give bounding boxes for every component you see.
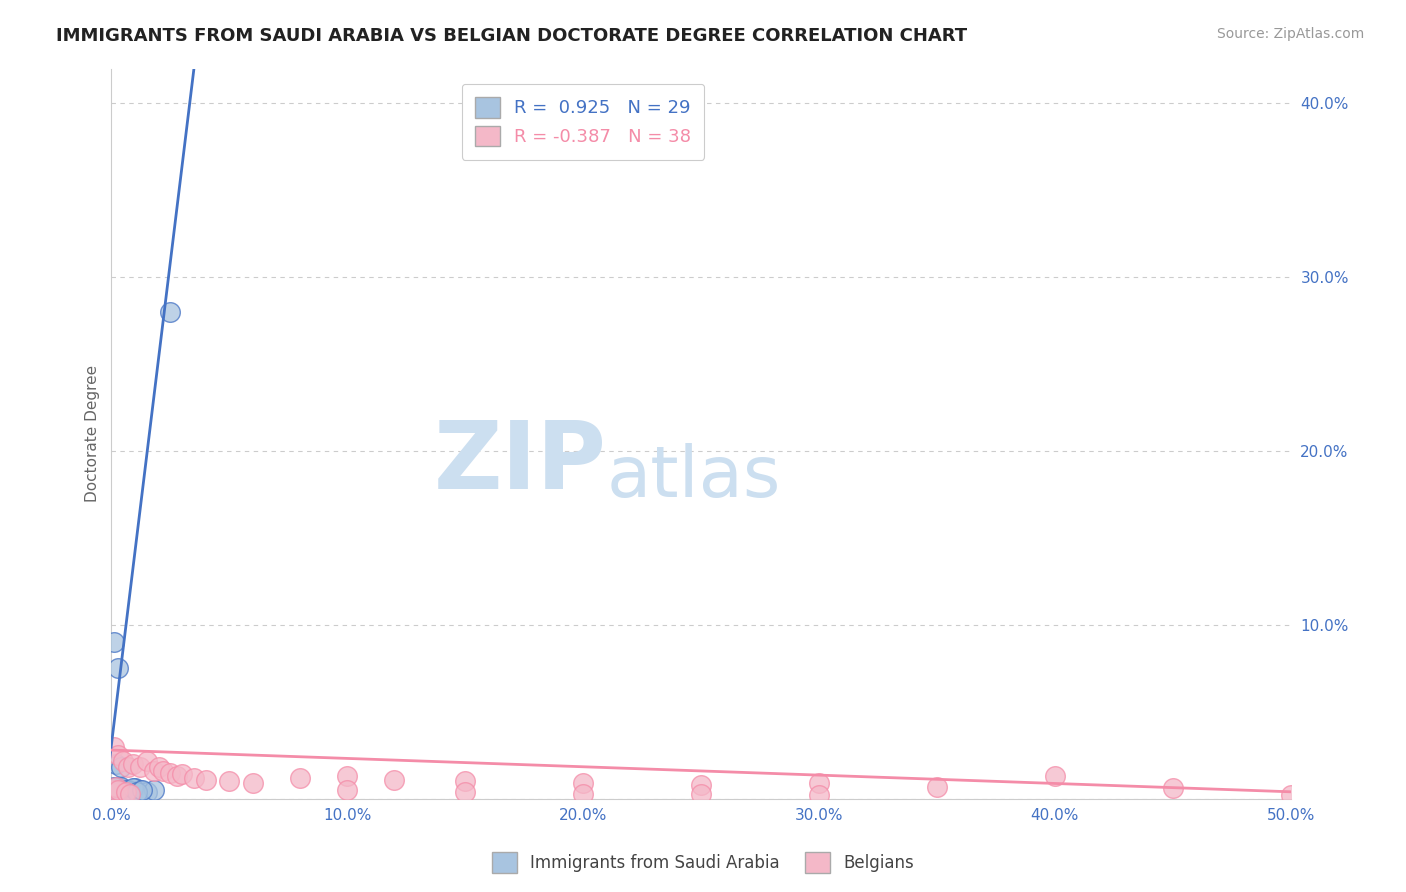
Point bbox=[110, 780, 132, 794]
Point bbox=[117, 783, 139, 797]
Legend: R =  0.925   N = 29, R = -0.387   N = 38: R = 0.925 N = 29, R = -0.387 N = 38 bbox=[463, 84, 704, 160]
Point bbox=[120, 783, 142, 797]
Point bbox=[112, 787, 135, 801]
Point bbox=[1279, 789, 1302, 803]
Point bbox=[105, 787, 128, 801]
Point bbox=[103, 783, 125, 797]
Point bbox=[183, 771, 205, 785]
Point bbox=[121, 756, 143, 771]
Point bbox=[159, 305, 181, 319]
Point bbox=[384, 772, 406, 787]
Point bbox=[807, 776, 830, 790]
Point bbox=[107, 785, 129, 799]
Point bbox=[107, 783, 129, 797]
Point bbox=[103, 739, 125, 754]
Point bbox=[105, 756, 128, 771]
Point bbox=[120, 787, 142, 801]
Point bbox=[124, 781, 146, 796]
Legend: Immigrants from Saudi Arabia, Belgians: Immigrants from Saudi Arabia, Belgians bbox=[485, 846, 921, 880]
Text: IMMIGRANTS FROM SAUDI ARABIA VS BELGIAN DOCTORATE DEGREE CORRELATION CHART: IMMIGRANTS FROM SAUDI ARABIA VS BELGIAN … bbox=[56, 27, 967, 45]
Point bbox=[112, 785, 135, 799]
Point bbox=[117, 785, 139, 799]
Point bbox=[218, 774, 240, 789]
Point bbox=[142, 783, 165, 797]
Text: atlas: atlas bbox=[606, 443, 782, 512]
Point bbox=[107, 783, 129, 797]
Point bbox=[112, 754, 135, 768]
Point bbox=[114, 783, 136, 797]
Point bbox=[925, 780, 948, 794]
Point bbox=[131, 783, 153, 797]
Point bbox=[1043, 769, 1066, 783]
Point bbox=[242, 776, 264, 790]
Point bbox=[128, 783, 150, 797]
Point bbox=[105, 780, 128, 794]
Point bbox=[114, 783, 136, 797]
Point bbox=[117, 760, 139, 774]
Point bbox=[135, 754, 157, 768]
Point bbox=[103, 780, 125, 794]
Point bbox=[105, 780, 128, 794]
Point bbox=[572, 787, 595, 801]
Point bbox=[690, 787, 713, 801]
Point bbox=[107, 785, 129, 799]
Point bbox=[336, 783, 359, 797]
Point bbox=[166, 769, 188, 783]
Point bbox=[148, 760, 170, 774]
Point bbox=[152, 764, 174, 778]
Point bbox=[159, 765, 181, 780]
Point bbox=[454, 774, 477, 789]
Point bbox=[336, 769, 359, 783]
Point bbox=[1161, 781, 1184, 796]
Point bbox=[135, 785, 157, 799]
Y-axis label: Doctorate Degree: Doctorate Degree bbox=[86, 365, 100, 502]
Point bbox=[110, 760, 132, 774]
Point bbox=[103, 785, 125, 799]
Point bbox=[107, 661, 129, 675]
Point bbox=[103, 635, 125, 649]
Point bbox=[107, 748, 129, 763]
Text: Source: ZipAtlas.com: Source: ZipAtlas.com bbox=[1216, 27, 1364, 41]
Point bbox=[172, 767, 194, 781]
Point bbox=[690, 778, 713, 792]
Point bbox=[103, 783, 125, 797]
Point bbox=[114, 785, 136, 799]
Point bbox=[194, 772, 217, 787]
Point bbox=[110, 781, 132, 796]
Point bbox=[121, 781, 143, 796]
Point bbox=[454, 785, 477, 799]
Point bbox=[128, 760, 150, 774]
Point bbox=[142, 764, 165, 778]
Point bbox=[288, 771, 311, 785]
Text: ZIP: ZIP bbox=[434, 417, 606, 508]
Point bbox=[572, 776, 595, 790]
Point bbox=[807, 789, 830, 803]
Point bbox=[127, 785, 149, 799]
